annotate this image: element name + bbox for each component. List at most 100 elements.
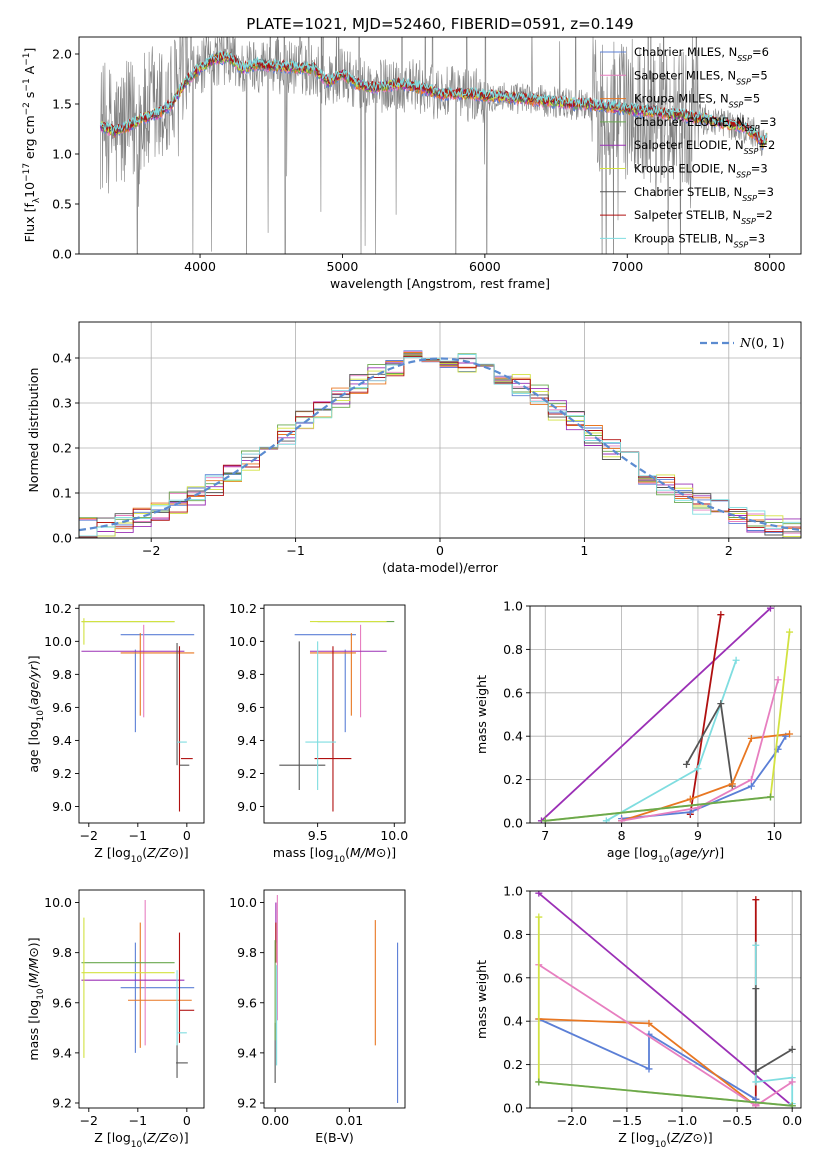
legend-entry: N(0, 1) xyxy=(739,335,785,350)
weight-line-chabrier-elodie xyxy=(538,1081,793,1107)
y-axis-label: age [log10(age/yr)] xyxy=(26,655,46,772)
x-axis-label: Z [log10(Z/Z⊙)] xyxy=(94,1130,188,1150)
model-spectrum-kroupa-stelib xyxy=(99,50,768,144)
y-tick-label: 9.8 xyxy=(52,945,72,960)
axes-frame xyxy=(78,36,802,255)
weight-point-salpeter-miles xyxy=(618,817,626,823)
x-tick-label: −2 xyxy=(80,1113,98,1128)
y-tick-label: 9.2 xyxy=(52,1095,72,1110)
x-tick-label: −1.0 xyxy=(667,1113,697,1128)
x-axis-label: (data-model)/error xyxy=(382,560,499,575)
legend-entry: Chabrier STELIB, NSSP=3 xyxy=(634,185,774,203)
weight-line-salpeter-stelib xyxy=(689,614,722,815)
y-tick-label: 0.0 xyxy=(503,816,523,831)
weight-line-chabrier-miles xyxy=(621,735,787,820)
x-tick-label: 10.0 xyxy=(380,828,408,843)
y-tick-label: 0.4 xyxy=(503,729,523,744)
x-axis-label: Z [log10(Z/Z⊙)] xyxy=(618,1130,712,1150)
weight-line-salpeter-elodie xyxy=(540,607,772,822)
y-tick-label: 0.4 xyxy=(52,351,72,366)
weight-point-salpeter-miles xyxy=(788,1078,796,1086)
y-tick-label: 10.0 xyxy=(44,895,72,910)
weight-line-salpeter-miles xyxy=(621,679,779,822)
weight-point-chabrier-elodie xyxy=(535,1078,543,1086)
axis-frame: −2.0 −1.5 −1.0 −0.5 0.0 0.0 0.2 0.4 0.6 0.8 1.0 Z [… xyxy=(474,884,802,1151)
plot-area xyxy=(274,895,399,1103)
histogram-kroupa-stelib xyxy=(79,354,801,538)
y-tick-label: 1.0 xyxy=(503,884,523,899)
weight-vs-metallicity-panel: −2.0 −1.5 −1.0 −0.5 0.0 0.0 0.2 0.4 0.6 0.8 1.0 Z [… xyxy=(474,884,802,1151)
weight-point-kroupa-elodie xyxy=(786,628,794,636)
y-tick-label: 9.4 xyxy=(52,733,72,748)
weight-point-chabrier-stelib xyxy=(717,700,725,708)
x-axis-label: wavelength [Angstrom, rest frame] xyxy=(330,276,550,291)
x-tick-label: 6000 xyxy=(469,259,501,274)
x-axis-label: Z [log10(Z/Z⊙)] xyxy=(94,845,188,865)
spectrum-panel: 4000 5000 6000 7000 8000 0.0 0.5 1.0 1.5 2.0 wavel… xyxy=(22,36,802,291)
y-tick-label: 1.0 xyxy=(52,147,72,162)
legend: Chabrier MILES, NSSP=6 Salpeter MILES, NS… xyxy=(600,45,776,249)
x-tick-label: 4000 xyxy=(184,259,216,274)
weight-point-chabrier-elodie xyxy=(541,817,549,823)
x-tick-label: 10 xyxy=(766,828,782,843)
x-tick-label: 9.5 xyxy=(308,828,328,843)
y-tick-label: 0.0 xyxy=(503,1101,523,1116)
weight-point-chabrier-elodie xyxy=(788,1102,796,1108)
weight-point-salpeter-stelib xyxy=(717,611,725,619)
x-tick-label: 8000 xyxy=(754,259,786,274)
x-tick-label: 8 xyxy=(618,828,626,843)
x-tick-label: 9 xyxy=(694,828,702,843)
weight-point-salpeter-stelib xyxy=(752,896,760,904)
x-tick-label: −0.5 xyxy=(722,1113,752,1128)
weight-point-kroupa-miles xyxy=(686,795,694,803)
plot-area xyxy=(537,606,794,823)
weight-line-chabrier-elodie xyxy=(545,796,771,822)
weight-point-chabrier-miles xyxy=(747,782,755,790)
y-tick-label: 0.2 xyxy=(503,1057,523,1072)
y-tick-label: 9.8 xyxy=(237,667,257,682)
y-tick-label: 0.2 xyxy=(52,441,72,456)
weight-point-salpeter-miles xyxy=(747,776,755,784)
weight-point-chabrier-miles xyxy=(645,1065,653,1073)
y-axis-label: mass weight xyxy=(474,675,489,754)
x-tick-label: −2 xyxy=(142,543,160,558)
weight-point-chabrier-elodie xyxy=(766,793,774,801)
y-tick-label: 9.2 xyxy=(237,1095,257,1110)
axis-frame: 9.5 10.0 9.0 9.2 9.4 9.6 9.8 10.0 10.2 mass [log1… xyxy=(229,601,408,865)
axes-frame xyxy=(529,605,802,824)
weight-point-salpeter-elodie xyxy=(766,606,774,612)
y-tick-label: 0.6 xyxy=(503,970,523,985)
axis-frame: 4000 5000 6000 7000 8000 0.0 0.5 1.0 1.5 2.0 wavel… xyxy=(22,36,802,291)
x-tick-label: 0.01 xyxy=(335,1113,363,1128)
y-tick-label: 0.3 xyxy=(52,396,72,411)
y-tick-label: 0.1 xyxy=(52,486,72,501)
age-vs-mass-panel: 9.5 10.0 9.0 9.2 9.4 9.6 9.8 10.0 10.2 mass [log1… xyxy=(229,601,408,865)
axis-frame: −2 −1 0 9.0 9.2 9.4 9.6 9.8 10.0 10.2 Z [log10(Z/Z… xyxy=(26,601,205,865)
weight-point-kroupa-miles xyxy=(786,730,794,738)
y-tick-label: 0.6 xyxy=(503,685,523,700)
y-tick-label: 0.5 xyxy=(52,197,72,212)
weight-line-kroupa-stelib xyxy=(605,660,737,822)
y-tick-label: 9.4 xyxy=(237,733,257,748)
weight-vs-age-panel: 7 8 9 10 0.0 0.2 0.4 0.6 0.8 1.0 age [log10(age/yr… xyxy=(474,599,802,865)
x-tick-label: 7 xyxy=(541,828,549,843)
legend-entry: Salpeter ELODIE, NSSP=2 xyxy=(634,138,775,156)
legend-entry: Kroupa STELIB, NSSP=3 xyxy=(634,231,765,249)
model-spectrum-salpeter-stelib xyxy=(99,50,768,144)
y-tick-label: 9.4 xyxy=(237,1045,257,1060)
y-tick-label: 9.6 xyxy=(237,700,257,715)
axis-frame: −2 −1 0 1 2 0.0 0.1 0.2 0.3 0.4 (data-model)/error… xyxy=(26,321,802,575)
weight-point-chabrier-stelib xyxy=(752,985,760,993)
weight-point-chabrier-stelib xyxy=(788,1045,796,1053)
model-spectrum-chabrier-stelib xyxy=(100,51,768,146)
weight-point-salpeter-miles xyxy=(752,1102,760,1108)
weight-point-kroupa-stelib xyxy=(602,817,610,823)
legend-entry: Kroupa MILES, NSSP=5 xyxy=(634,92,760,110)
weight-point-kroupa-miles xyxy=(728,780,736,788)
x-tick-label: −2 xyxy=(80,828,98,843)
y-tick-label: 9.0 xyxy=(237,799,257,814)
weight-line-salpeter-elodie xyxy=(538,892,793,1107)
weight-point-kroupa-miles xyxy=(645,1019,653,1027)
y-tick-label: 0.8 xyxy=(503,927,523,942)
